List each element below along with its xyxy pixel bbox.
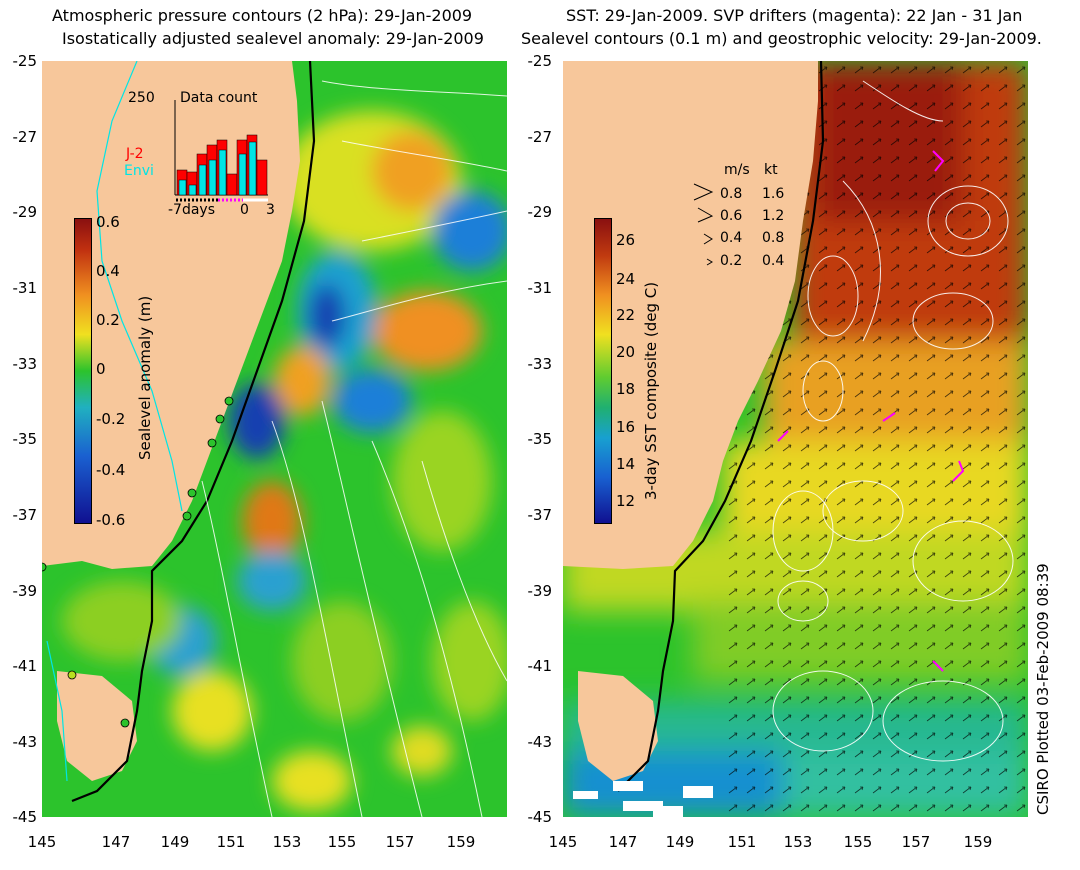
right-title-line1: SST: 29-Jan-2009. SVP drifters (magenta)… <box>566 6 1023 25</box>
y-tick-label: -37 <box>12 506 38 524</box>
y-tick-label: -29 <box>527 203 553 221</box>
velocity-legend-kt: 0.4 <box>762 253 785 269</box>
x-tick-label: 155 <box>843 833 873 851</box>
y-tick-label: -27 <box>527 128 553 146</box>
x-tick-label: 153 <box>783 833 813 851</box>
colorbar-tick: -0.4 <box>96 461 126 479</box>
velocity-legend-kt: 1.2 <box>762 208 785 224</box>
x-tick-label: 151 <box>216 833 246 851</box>
y-tick-label: -41 <box>12 657 38 675</box>
colorbar-tick: 12 <box>616 492 636 510</box>
colorbar-tick: 16 <box>616 418 636 436</box>
y-tick-label: -43 <box>12 733 38 751</box>
colorbar-tick: 26 <box>616 231 636 249</box>
y-tick-label: -33 <box>12 355 38 373</box>
x-tick-label: 159 <box>963 833 993 851</box>
x-tick-label: 149 <box>665 833 695 851</box>
y-tick-label: -25 <box>527 52 553 70</box>
colorbar-tick: 0.2 <box>96 311 120 329</box>
y-tick-label: -31 <box>527 279 553 297</box>
colorbar-tick: -0.6 <box>96 511 126 529</box>
y-tick-label: -41 <box>527 657 553 675</box>
x-tick-label: 147 <box>608 833 638 851</box>
x-tick-label: 147 <box>101 833 131 851</box>
y-tick-label: -43 <box>527 733 553 751</box>
y-tick-label: -27 <box>12 128 38 146</box>
y-tick-label: -45 <box>12 808 38 826</box>
y-tick-label: -37 <box>527 506 553 524</box>
x-tick-label: 157 <box>901 833 931 851</box>
inset-x-label: 3 <box>266 202 275 218</box>
x-tick-label: 157 <box>385 833 415 851</box>
x-tick-label: 159 <box>446 833 476 851</box>
colorbar-tick: 18 <box>616 380 636 398</box>
y-tick-label: -35 <box>527 430 553 448</box>
sealevel-anomaly-map <box>42 61 507 817</box>
y-tick-label: -29 <box>12 203 38 221</box>
left-title-line1: Atmospheric pressure contours (2 hPa): 2… <box>52 6 473 25</box>
velocity-legend-header-kt: kt <box>764 162 778 178</box>
colorbar-tick: 20 <box>616 343 636 361</box>
left-title-line2: Isostatically adjusted sealevel anomaly:… <box>62 29 484 48</box>
inset-y-max: 250 <box>128 90 155 106</box>
x-tick-label: 149 <box>160 833 190 851</box>
velocity-legend-ms: 0.4 <box>720 230 743 246</box>
y-tick-label: -39 <box>12 582 38 600</box>
sealevel-colorbar <box>74 218 92 524</box>
velocity-legend-kt: 0.8 <box>762 230 785 246</box>
x-tick-label: 145 <box>27 833 57 851</box>
sst-colorbar <box>594 218 612 524</box>
colorbar-tick: 14 <box>616 455 636 473</box>
plot-credit: CSIRO Plotted 03-Feb-2009 08:39 <box>1034 563 1052 815</box>
x-tick-label: 145 <box>548 833 578 851</box>
x-tick-label: 153 <box>272 833 302 851</box>
velocity-legend-ms: 0.6 <box>720 208 743 224</box>
colorbar-tick: 0 <box>96 360 106 378</box>
sst-map <box>563 61 1028 817</box>
inset-series-label: Envi <box>124 163 154 179</box>
x-tick-label: 151 <box>727 833 757 851</box>
velocity-legend-header-ms: m/s <box>724 162 750 178</box>
sealevel-colorbar-label: Sealevel anomaly (m) <box>136 295 154 460</box>
colorbar-tick: 0.4 <box>96 262 120 280</box>
right-title-line2: Sealevel contours (0.1 m) and geostrophi… <box>521 29 1042 48</box>
velocity-legend: m/s kt 0.8 1.6 0.6 1.2 0.4 0.8 0.2 0.4 <box>690 162 800 274</box>
y-tick-label: -45 <box>527 808 553 826</box>
data-count-inset: 250 Data count J-2 Envi -7day <box>124 90 278 220</box>
colorbar-tick: 0.6 <box>96 213 120 231</box>
y-tick-label: -35 <box>12 430 38 448</box>
colorbar-tick: -0.2 <box>96 410 126 428</box>
colorbar-tick: 24 <box>616 270 636 288</box>
velocity-legend-kt: 1.6 <box>762 186 785 202</box>
y-tick-label: -33 <box>527 355 553 373</box>
y-tick-label: -39 <box>527 582 553 600</box>
inset-x-label: 0 <box>240 202 249 218</box>
inset-x-label: -7days <box>168 202 216 218</box>
inset-title: Data count <box>180 90 258 106</box>
inset-series-label: J-2 <box>126 146 144 162</box>
velocity-legend-ms: 0.8 <box>720 186 743 202</box>
sst-colorbar-label: 3-day SST composite (deg C) <box>642 281 660 500</box>
y-tick-label: -31 <box>12 279 38 297</box>
colorbar-tick: 22 <box>616 306 636 324</box>
x-tick-label: 155 <box>327 833 357 851</box>
velocity-legend-ms: 0.2 <box>720 253 743 269</box>
y-tick-label: -25 <box>12 52 38 70</box>
